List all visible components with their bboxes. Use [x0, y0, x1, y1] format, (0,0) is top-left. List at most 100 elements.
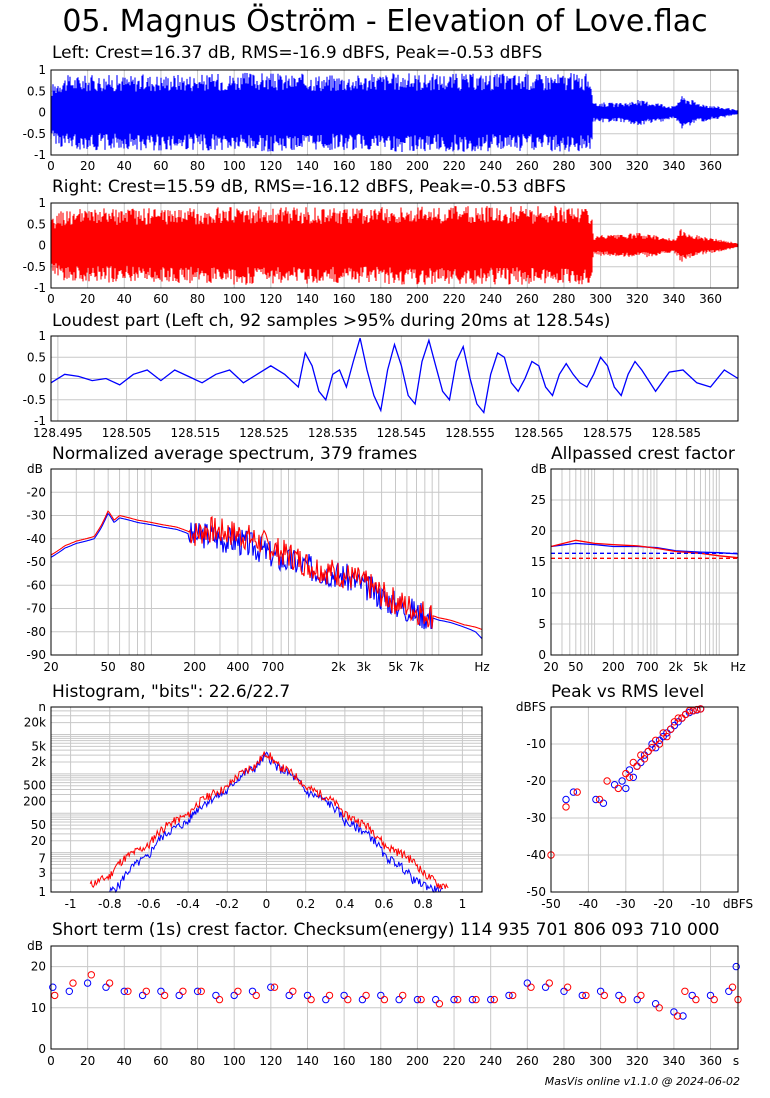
right-waveform-x-tick-label: 40: [117, 292, 132, 306]
average-spectrum-x-tick-label: Hz: [474, 660, 489, 674]
peak-vs-rms-point-R: [663, 732, 671, 741]
average-spectrum-y-tick-label: -60: [26, 578, 46, 592]
short-term-crest-point-L: [450, 995, 458, 1004]
loudest-part-y-tick-label: 1: [38, 329, 46, 343]
loudest-part-y-tick-label: -1: [34, 414, 46, 428]
peak-vs-rms-point-R: [644, 747, 652, 756]
loudest-part-x-tick-label: 128.565: [514, 426, 564, 440]
short-term-crest-point-R: [728, 983, 737, 991]
left-waveform-y-tick-label: 0: [38, 106, 46, 120]
average-spectrum-x-tick-label: 2k: [331, 660, 346, 674]
peak-vs-rms-point-R: [603, 777, 611, 785]
histogram-y-tick-label: 20: [31, 834, 46, 848]
peak-vs-rms-y-tick-label: -50: [526, 885, 546, 899]
short-term-crest-point-R: [87, 971, 96, 979]
right-waveform-x-tick-label: 320: [626, 292, 649, 306]
peak-vs-rms-point-L: [610, 781, 619, 789]
left-waveform-x-tick-label: 20: [80, 159, 95, 173]
histogram-x-tick-label: 0: [263, 897, 271, 911]
allpassed-crest-x-tick-label: 700: [636, 660, 659, 674]
peak-vs-rms-point-L: [625, 766, 634, 774]
loudest-part-x-tick-label: 128.515: [170, 426, 220, 440]
left-waveform-x-tick-label: 200: [406, 159, 429, 173]
loudest-part-x-tick-label: 128.535: [308, 426, 358, 440]
allpassed-crest-frame: [550, 468, 739, 656]
peak-vs-rms-point-R: [681, 710, 690, 719]
short-term-crest-point-L: [523, 979, 531, 987]
histogram-y-tick-label: 1: [38, 885, 46, 899]
average-spectrum-x-tick-label: 20: [43, 660, 58, 674]
right-waveform-y-tick-label: -1: [34, 281, 46, 295]
short-term-crest-point-L: [248, 987, 257, 995]
left-waveform-x-tick-label: 100: [223, 159, 246, 173]
short-term-crest-point-R: [124, 987, 132, 995]
loudest-part-x-tick-label: 128.505: [102, 426, 152, 440]
loudest-part-x-tick-label: 128.545: [377, 426, 427, 440]
left-waveform-x-tick-label: 140: [296, 159, 319, 173]
short-term-crest-point-R: [527, 983, 535, 991]
short-term-crest-y-tick-label: 0: [38, 1042, 46, 1056]
right-waveform-x-tick-label: 180: [369, 292, 392, 306]
loudest-part-x-tick-label: 128.555: [445, 426, 495, 440]
peak-vs-rms-point-R: [670, 718, 679, 726]
short-term-crest-point-L: [138, 991, 147, 1000]
short-term-crest-point-R: [51, 991, 59, 1000]
short-term-crest-point-R: [655, 1004, 663, 1012]
peak-vs-rms-point-R: [659, 729, 667, 737]
short-term-crest-point-R: [234, 987, 242, 995]
left-waveform-x-tick-label: 40: [117, 159, 132, 173]
left-waveform-x-tick-label: 0: [47, 159, 55, 173]
short-term-crest-point-R: [417, 995, 425, 1004]
average-spectrum-y-tick-label: -70: [26, 602, 46, 616]
short-term-crest-point-R: [179, 987, 187, 995]
right-waveform-x-tick-label: 160: [333, 292, 356, 306]
short-term-crest-point-L: [679, 1012, 687, 1020]
histogram-x-tick-label: 0.6: [374, 897, 393, 911]
peak-vs-rms-point-R: [573, 788, 581, 796]
short-term-crest-point-L: [732, 962, 740, 971]
right-waveform-x-tick-label: 240: [479, 292, 502, 306]
short-term-crest-x-tick-label: 280: [553, 1054, 576, 1068]
short-term-crest-point-L: [303, 991, 312, 1000]
peak-vs-rms-point-R: [614, 784, 622, 793]
right-waveform-x-tick-label: 340: [662, 292, 685, 306]
peak-vs-rms-point-R: [640, 755, 649, 763]
short-term-crest-point-R: [399, 991, 407, 1000]
left-waveform-x-tick-label: 160: [333, 159, 356, 173]
loudest-part-x-tick-label: 128.585: [651, 426, 701, 440]
peak-vs-rms-point-R: [674, 714, 682, 722]
short-term-crest-x-tick-label: 340: [662, 1054, 685, 1068]
right-waveform-x-tick-label: 80: [190, 292, 205, 306]
peak-vs-rms-point-R: [625, 773, 634, 781]
average-spectrum-x-tick-label: 400: [226, 660, 249, 674]
short-term-crest-x-tick-label: 20: [80, 1054, 95, 1068]
short-term-crest-point-R: [105, 979, 114, 987]
short-term-crest-point-L: [267, 983, 275, 991]
short-term-crest-point-R: [472, 995, 480, 1004]
short-term-crest-point-R: [600, 991, 608, 1000]
left-waveform-x-tick-label: 340: [662, 159, 685, 173]
left-waveform-title: Left: Crest=16.37 dB, RMS=-16.9 dBFS, Pe…: [52, 43, 543, 63]
average-spectrum-x-tick-label: 200: [183, 660, 206, 674]
left-waveform-x-tick-label: 240: [479, 159, 502, 173]
histogram-series-R: [89, 751, 449, 890]
peak-vs-rms-y-tick-label: -30: [526, 811, 546, 825]
peak-vs-rms-point-R: [693, 705, 701, 714]
peak-vs-rms-point-L: [655, 736, 664, 744]
peak-vs-rms-x-tick-label: -30: [616, 897, 636, 911]
short-term-crest-point-L: [432, 995, 440, 1004]
left-waveform-y-tick-label: 0.5: [27, 84, 46, 98]
average-spectrum-series-L: [50, 512, 483, 640]
allpassed-crest-y-axis-label: dB: [531, 462, 547, 476]
allpassed-crest-series-R: [550, 539, 739, 559]
short-term-crest-point-R: [637, 991, 645, 1000]
short-term-crest-y-axis-label: dB: [27, 939, 43, 953]
loudest-part-x-tick-label: 128.495: [33, 426, 83, 440]
average-spectrum-x-tick-label: 80: [130, 660, 145, 674]
peak-vs-rms-point-R: [648, 744, 656, 752]
peak-vs-rms-point-R: [633, 762, 641, 770]
peak-vs-rms-point-L: [618, 777, 626, 785]
short-term-crest-point-R: [362, 991, 370, 1000]
short-term-crest-points: [49, 962, 742, 1020]
